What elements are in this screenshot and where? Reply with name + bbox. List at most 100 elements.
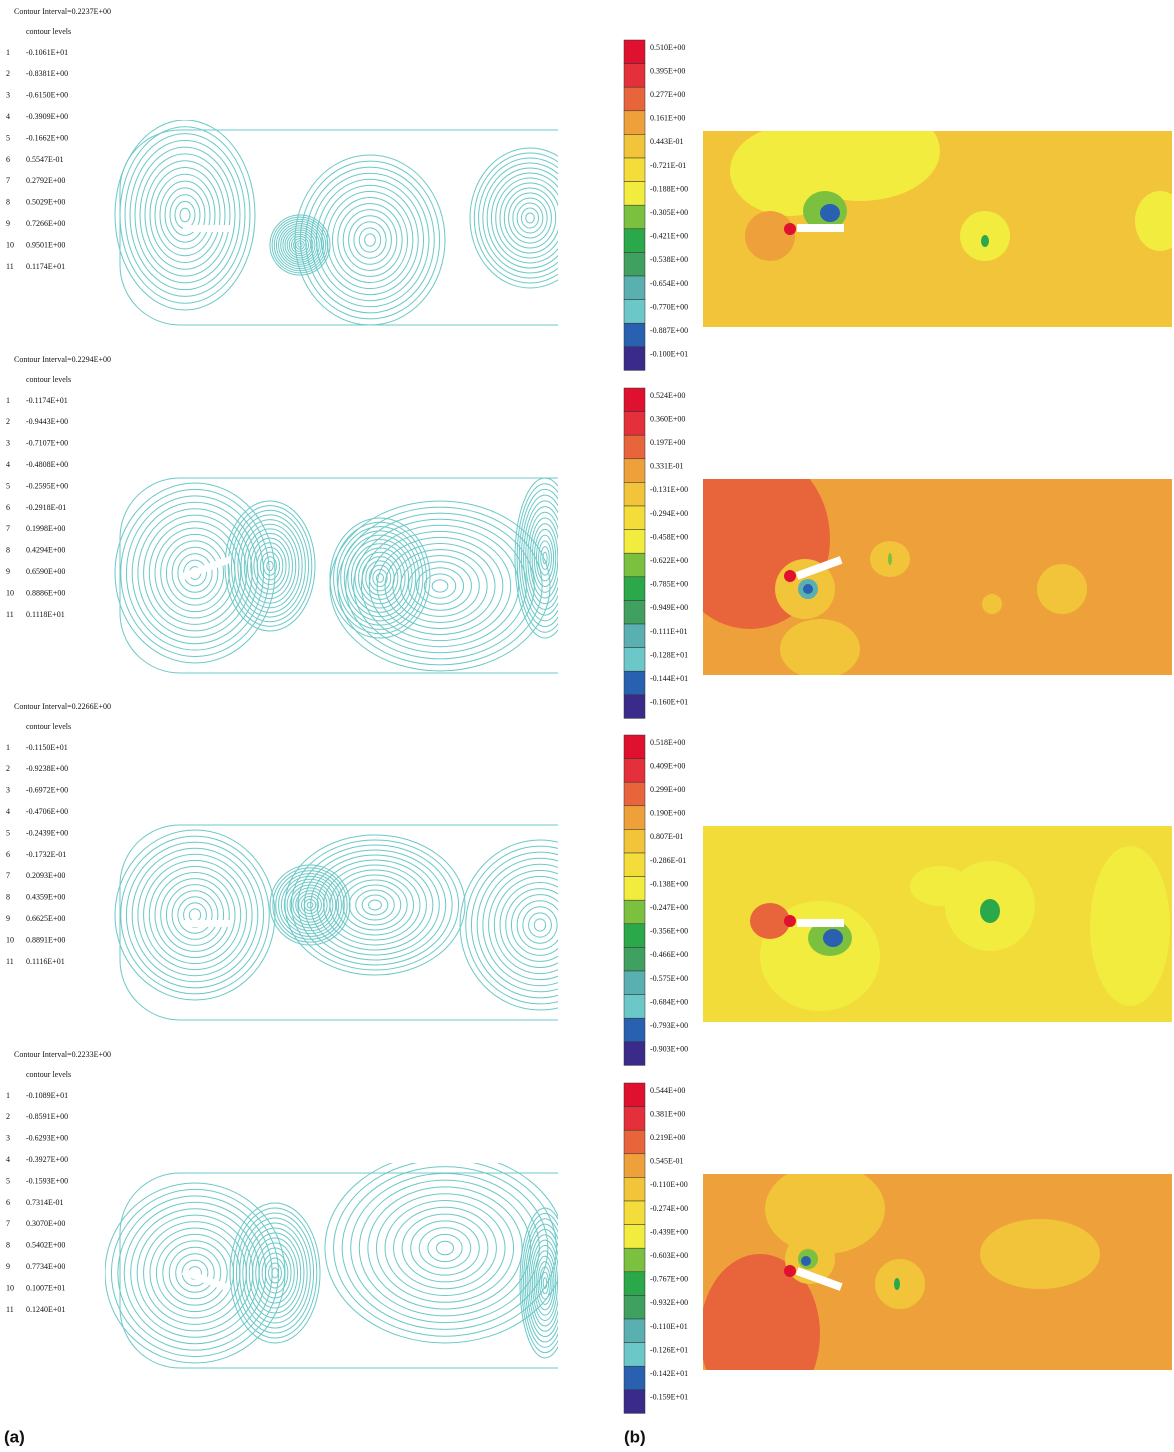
colorbar-swatch	[623, 529, 646, 554]
contour-line	[240, 523, 300, 609]
contour-line	[350, 1172, 540, 1324]
colorbar-swatch	[623, 505, 646, 530]
contour-line	[188, 908, 202, 922]
field-region	[820, 204, 840, 222]
contour-line	[227, 505, 313, 627]
contour-line	[518, 488, 558, 628]
contour-line	[275, 870, 345, 940]
contour-line	[261, 1252, 289, 1294]
contour-line	[329, 869, 421, 941]
level-index: 9	[6, 219, 10, 228]
level-value: -0.4706E+00	[26, 807, 68, 816]
contour-line	[459, 839, 558, 1011]
contour-line	[499, 182, 558, 254]
contour-line	[245, 1227, 305, 1319]
colorbar-label: 0.381E+00	[650, 1109, 685, 1118]
contour-line	[418, 1227, 472, 1269]
colorbar-swatch	[623, 299, 646, 324]
level-index: 3	[6, 439, 10, 448]
level-value: 0.5547E-01	[26, 155, 64, 164]
contour-line	[239, 1217, 311, 1329]
colorbar-swatch	[623, 923, 646, 948]
level-value: -0.6972E+00	[26, 786, 68, 795]
contour-line	[340, 530, 420, 626]
colorbar-swatch	[623, 647, 646, 672]
field-region	[823, 929, 843, 947]
level-value: -0.2918E-01	[26, 503, 66, 512]
field-region	[780, 131, 940, 201]
level-value: 0.8891E+00	[26, 935, 65, 944]
contour-line	[139, 153, 231, 277]
colorbar-label: -0.247E+00	[650, 903, 688, 912]
contour-line	[266, 560, 274, 572]
colorbar-swatch	[623, 181, 646, 206]
colorbar-label: -0.160E+01	[650, 698, 688, 707]
colorbar-label: -0.188E+00	[650, 184, 688, 193]
level-value: 0.9501E+00	[26, 240, 65, 249]
field-region	[745, 211, 795, 261]
contour-line	[542, 551, 548, 565]
contour-line	[232, 1207, 318, 1339]
contour-line	[303, 849, 447, 961]
contour-line	[342, 209, 398, 271]
contour-line	[272, 867, 348, 943]
level-index: 11	[6, 610, 14, 619]
colorbar-swatch	[623, 1153, 646, 1178]
level-index: 7	[6, 524, 10, 533]
colorbar-label: 0.331E-01	[650, 462, 684, 471]
contour-line	[248, 1232, 302, 1314]
colorbar-label: -0.770E+00	[650, 302, 688, 311]
contour-line	[310, 172, 430, 308]
level-value: -0.1061E+01	[26, 48, 68, 57]
contour-levels-title: contour levels	[26, 27, 71, 36]
contour-line	[124, 133, 246, 297]
contour-line	[490, 172, 558, 264]
level-value: -0.1732E-01	[26, 850, 66, 859]
level-value: 0.7734E+00	[26, 1262, 65, 1271]
colorbar-label: 0.161E+00	[650, 114, 685, 123]
level-index: 3	[6, 1134, 10, 1143]
level-value: -0.1593E+00	[26, 1176, 68, 1185]
colorbar-label: -0.305E+00	[650, 208, 688, 217]
colorbar-swatch	[623, 1082, 646, 1107]
colorbar-swatch	[623, 458, 646, 483]
plate	[181, 1268, 232, 1292]
level-value: -0.1150E+01	[26, 743, 68, 752]
colorbar-label: 0.807E-01	[650, 832, 684, 841]
contour-line	[323, 864, 427, 946]
colorbar-label: 0.360E+00	[650, 414, 685, 423]
contour-line	[488, 869, 558, 981]
contour-line	[350, 543, 410, 613]
contour-line	[177, 553, 213, 593]
contour-line	[375, 573, 385, 583]
contour-line	[303, 898, 317, 912]
level-value: -0.8381E+00	[26, 69, 68, 78]
contour-line	[310, 854, 440, 956]
contour-plot	[114, 477, 558, 674]
contour-line	[159, 180, 211, 250]
contour-line	[278, 873, 342, 937]
colorbar-label: -0.932E+00	[650, 1298, 688, 1307]
colorbar-swatch	[623, 39, 646, 64]
level-index: 8	[6, 198, 10, 207]
contour-line	[345, 512, 535, 660]
colorbar-swatch	[623, 1017, 646, 1043]
contour-line	[286, 231, 314, 259]
contour-line	[162, 1240, 228, 1306]
colorbar-label: -0.785E+00	[650, 580, 688, 589]
colorbar-label: -0.110E+01	[650, 1322, 688, 1331]
contour-line	[120, 488, 270, 658]
contour-line	[259, 551, 281, 581]
contour-line	[119, 126, 251, 304]
contour-line	[510, 894, 558, 956]
level-index: 2	[6, 417, 10, 426]
level-value: -0.7107E+00	[26, 439, 68, 448]
colorbar-label: 0.524E+00	[650, 391, 685, 400]
contour-line	[250, 537, 290, 595]
contour-interval: Contour Interval=0.2233E+00	[14, 1050, 111, 1059]
level-index: 1	[6, 396, 10, 405]
field-region	[1037, 564, 1087, 614]
level-value: 0.5029E+00	[26, 198, 65, 207]
contour-line	[423, 573, 457, 599]
colorbar-label: 0.518E+00	[650, 738, 685, 747]
